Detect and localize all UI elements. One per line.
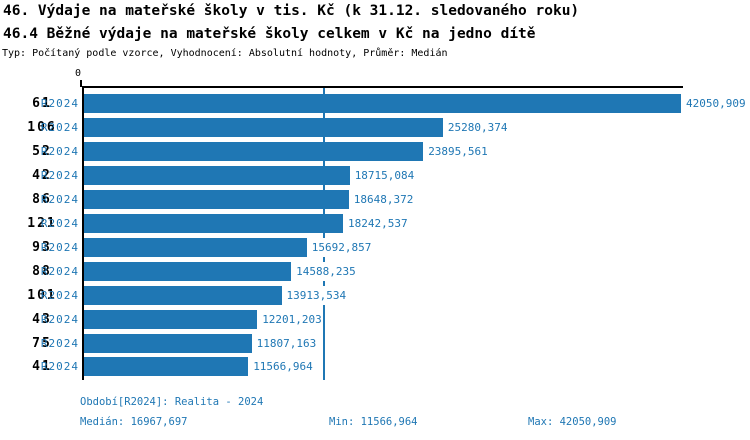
value-label: 11807,163 [255, 333, 318, 353]
footer-median: Medián: 16967,697 [80, 416, 188, 428]
value-label: 12201,203 [261, 309, 323, 329]
series-label: R2024 [40, 144, 79, 158]
value-label: 25280,374 [446, 118, 509, 137]
value-label: 18242,537 [347, 213, 409, 233]
series-label: R2024 [40, 216, 79, 230]
bar [84, 165, 350, 185]
category-label: 86 [32, 191, 52, 207]
chart-meta-line: Typ: Počítaný podle vzorce, Vyhodnocení:… [2, 48, 448, 59]
category-label: 93 [32, 239, 52, 255]
chart-title: 46. Výdaje na mateřské školy v tis. Kč (… [3, 3, 580, 19]
bar [84, 333, 252, 353]
value-label: 15692,857 [310, 237, 373, 257]
category-label: 41 [32, 359, 52, 375]
series-label: R2024 [40, 336, 79, 350]
category-label: 88 [32, 263, 52, 279]
bar [84, 141, 424, 161]
series-label: R2024 [40, 121, 79, 134]
category-label: 75 [32, 335, 52, 351]
series-label: R2024 [40, 264, 79, 278]
value-label: 18648,372 [352, 189, 415, 209]
category-label: 42 [32, 167, 52, 183]
bar [84, 261, 292, 281]
value-label: 23895,561 [427, 141, 489, 161]
bar [84, 285, 282, 305]
footer-max: Max: 42050,909 [528, 416, 617, 428]
footer-min: Min: 11566,964 [329, 416, 418, 428]
category-label: 61 [32, 96, 52, 111]
x-axis-zero-tick-label: 0 [74, 68, 81, 79]
series-label: R2024 [40, 192, 79, 206]
value-label: 11566,964 [252, 357, 314, 377]
chart-subtitle: 46.4 Běžné výdaje na mateřské školy celk… [3, 26, 536, 42]
value-label: 42050,909 [685, 94, 747, 113]
bar [84, 118, 443, 137]
x-axis [82, 86, 683, 88]
bar [84, 237, 307, 257]
footer-period: Období[R2024]: Realita - 2024 [80, 396, 264, 408]
category-label: 121 [27, 215, 57, 231]
category-label: 43 [32, 311, 52, 327]
value-label: 14588,235 [295, 261, 357, 281]
series-label: R2024 [40, 168, 79, 182]
bar [84, 309, 258, 329]
value-label: 13913,534 [285, 285, 348, 305]
value-label: 18715,084 [353, 165, 416, 185]
series-label: R2024 [40, 288, 79, 302]
series-label: R2024 [40, 97, 79, 110]
bar [84, 94, 681, 113]
bar [84, 357, 249, 377]
bar [84, 213, 343, 233]
x-axis-zero-tick [80, 80, 82, 87]
category-label: 106 [27, 120, 57, 135]
category-label: 52 [32, 143, 52, 159]
category-label: 101 [27, 287, 57, 303]
series-label: R2024 [40, 240, 79, 254]
series-label: R2024 [40, 360, 79, 374]
series-label: R2024 [40, 312, 79, 326]
y-axis [82, 86, 84, 380]
median-line [323, 88, 325, 380]
bar [84, 189, 349, 209]
